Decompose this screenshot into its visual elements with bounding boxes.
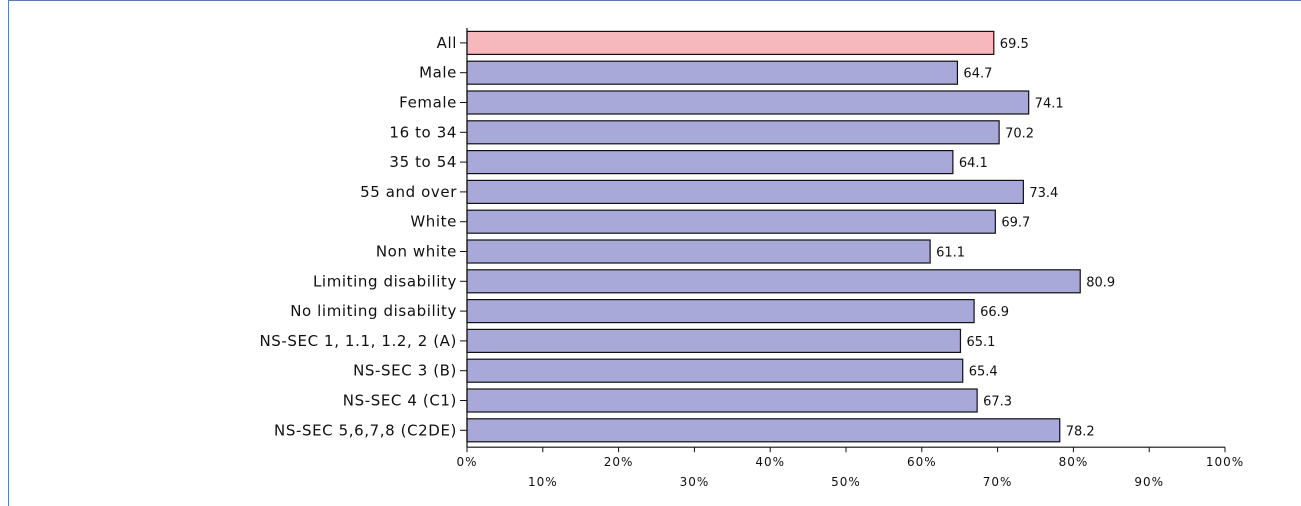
category-label: NS-SEC 1, 1.1, 1.2, 2 (A) [259, 332, 457, 350]
x-tick-label: 30% [680, 475, 710, 489]
bars-group [466, 30, 1081, 443]
bar [466, 209, 996, 234]
x-tick-label: 60% [907, 455, 937, 469]
category-label: Female [399, 94, 457, 112]
category-labels-group: All Male Female 16 to 34 35 to 54 55 and over… [259, 34, 457, 439]
category-label: NS-SEC 5,6,7,8 (C2DE) [274, 421, 457, 439]
bar [466, 179, 1024, 204]
x-tick-label: 100% [1206, 455, 1244, 469]
x-tick-label: 40% [755, 455, 785, 469]
bar [466, 30, 995, 55]
bar [466, 418, 1061, 443]
bar [466, 90, 1030, 115]
value-label: 69.5 [1000, 37, 1029, 52]
bar [466, 239, 931, 264]
value-label: 69.7 [1001, 216, 1030, 231]
x-tick-label: 50% [831, 475, 861, 489]
x-tick-label: 10% [528, 475, 558, 489]
category-label: 55 and over [360, 183, 457, 201]
value-label: 64.7 [963, 67, 992, 82]
value-labels-group: 69.5 64.7 74.170.2 64.1 73.4 69.7 61.1 80.9 66.9… [936, 37, 1115, 439]
value-label: 65.4 [969, 365, 998, 380]
category-label: NS-SEC 4 (C1) [343, 392, 457, 410]
category-label: Limiting disability [313, 272, 457, 290]
x-tick-label: 20% [604, 455, 634, 469]
category-label: Male [419, 64, 457, 82]
bar [466, 299, 975, 324]
x-tick-label: 90% [1134, 475, 1164, 489]
bar [466, 120, 1000, 145]
category-label: 35 to 54 [389, 153, 457, 171]
value-label: 61.1 [936, 246, 965, 261]
x-tick-label: 0% [456, 455, 477, 469]
category-label: All [437, 34, 457, 52]
value-label: 74.1 [1035, 97, 1064, 112]
category-label: NS-SEC 3 (B) [353, 362, 457, 380]
bar [466, 358, 964, 383]
x-tick-label: 70% [983, 475, 1013, 489]
value-label: 80.9 [1086, 275, 1115, 290]
x-ticks-group: 0% 10% 20% 30% 40% 50% 60% 70% 80% 90% 100% [456, 447, 1244, 489]
value-label: 67.3 [983, 395, 1012, 410]
bar [466, 269, 1081, 294]
value-label: 65.1 [966, 335, 995, 350]
bar [466, 60, 959, 85]
value-label: 78.2 [1066, 424, 1095, 439]
value-label: 73.4 [1029, 186, 1058, 201]
bar [466, 328, 962, 353]
category-label: White [410, 213, 457, 231]
category-label: 16 to 34 [389, 123, 457, 141]
bar [466, 388, 978, 413]
bar [466, 150, 954, 175]
category-label: No limiting disability [290, 302, 457, 320]
value-label: 66.9 [980, 305, 1009, 320]
value-label: 70.2 [1005, 126, 1034, 141]
value-label: 64.1 [959, 156, 988, 171]
x-tick-label: 80% [1059, 455, 1089, 469]
category-label: Non white [376, 243, 457, 261]
